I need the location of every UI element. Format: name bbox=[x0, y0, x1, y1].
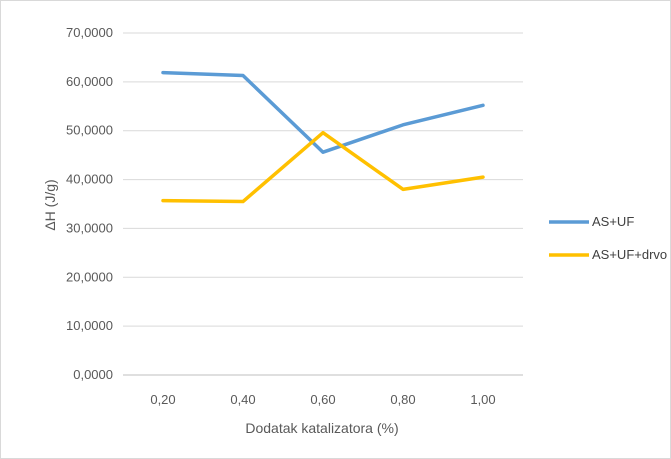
gridlines bbox=[123, 32, 523, 376]
x-axis-ticks: 0,20 0,40 0,60 0,80 1,00 bbox=[150, 392, 495, 407]
series-lines bbox=[161, 70, 485, 204]
x-axis-title: Dodatak katalizatora (%) bbox=[245, 420, 398, 436]
series-line bbox=[161, 70, 485, 154]
y-tick-label: 10,0000 bbox=[66, 318, 113, 333]
x-tick-label: 1,00 bbox=[470, 392, 495, 407]
x-tick-label: 0,60 bbox=[310, 392, 335, 407]
x-tick-label: 0,40 bbox=[230, 392, 255, 407]
y-tick-label: 20,0000 bbox=[66, 269, 113, 284]
x-tick-label: 0,80 bbox=[390, 392, 415, 407]
series-line bbox=[161, 130, 485, 204]
series-1 bbox=[161, 70, 485, 154]
x-tick-label: 0,20 bbox=[150, 392, 175, 407]
y-tick-label: 40,0000 bbox=[66, 172, 113, 187]
y-axis-title: ΔH (J/g) bbox=[42, 179, 58, 230]
legend-label: AS+UF bbox=[592, 214, 634, 229]
legend: AS+UF AS+UF+drvo bbox=[549, 214, 667, 262]
y-tick-label: 0,0000 bbox=[73, 367, 113, 382]
y-tick-label: 60,0000 bbox=[66, 74, 113, 89]
series-2 bbox=[161, 130, 485, 204]
y-axis-ticks: 0,0000 10,0000 20,0000 30,0000 40,0000 50,000… bbox=[66, 25, 113, 382]
y-tick-label: 50,0000 bbox=[66, 123, 113, 138]
legend-label: AS+UF+drvo bbox=[592, 247, 667, 262]
y-tick-label: 70,0000 bbox=[66, 25, 113, 40]
y-tick-label: 30,0000 bbox=[66, 220, 113, 235]
